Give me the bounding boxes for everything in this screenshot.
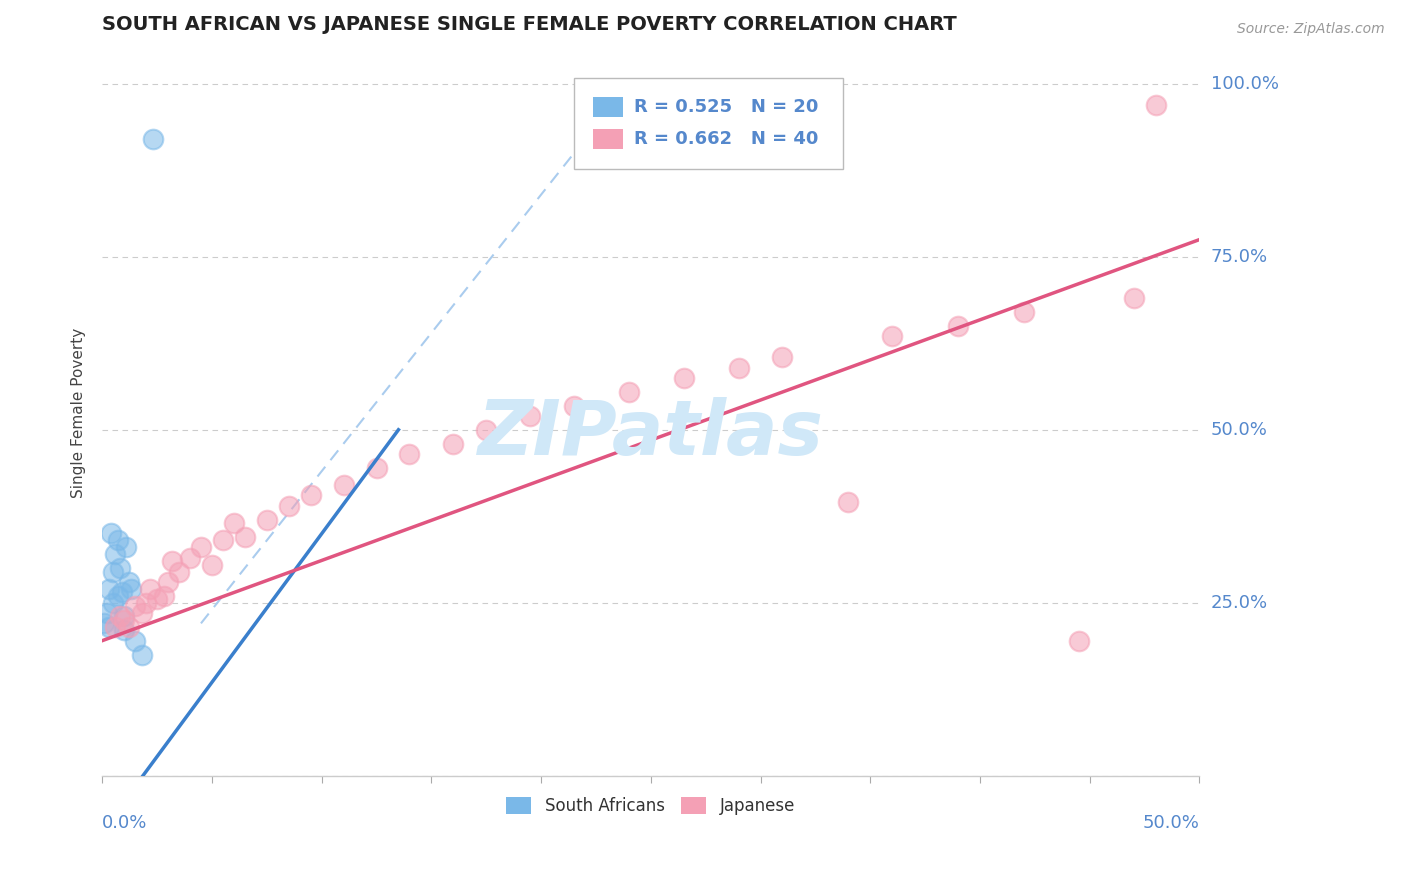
Point xyxy=(112,624,135,638)
Point xyxy=(112,609,135,624)
Point xyxy=(135,596,157,610)
Point xyxy=(366,460,388,475)
Point xyxy=(157,574,180,589)
Point xyxy=(519,409,541,423)
Point xyxy=(142,132,165,146)
Point xyxy=(1122,292,1144,306)
Point xyxy=(104,620,127,634)
Point xyxy=(111,585,134,599)
Point xyxy=(882,329,904,343)
Point xyxy=(162,554,184,568)
Point xyxy=(222,516,245,530)
Point xyxy=(103,596,125,610)
Point xyxy=(299,488,322,502)
Text: 50.0%: 50.0% xyxy=(1211,421,1267,439)
Text: SOUTH AFRICAN VS JAPANESE SINGLE FEMALE POVERTY CORRELATION CHART: SOUTH AFRICAN VS JAPANESE SINGLE FEMALE … xyxy=(103,15,957,34)
Point xyxy=(117,620,139,634)
Text: 75.0%: 75.0% xyxy=(1211,248,1268,266)
FancyBboxPatch shape xyxy=(593,128,623,149)
Point xyxy=(107,533,129,548)
Point xyxy=(104,547,127,561)
Text: R = 0.662   N = 40: R = 0.662 N = 40 xyxy=(634,129,818,148)
Point xyxy=(152,589,174,603)
Point xyxy=(256,513,278,527)
Text: 25.0%: 25.0% xyxy=(1211,594,1268,612)
Point xyxy=(97,620,120,634)
Point xyxy=(100,526,122,541)
Point xyxy=(562,399,585,413)
Point xyxy=(772,350,794,364)
Point xyxy=(179,550,201,565)
Text: Source: ZipAtlas.com: Source: ZipAtlas.com xyxy=(1237,22,1385,37)
Point xyxy=(617,384,640,399)
Point xyxy=(475,423,498,437)
Point xyxy=(837,495,859,509)
Point xyxy=(190,541,212,555)
Text: 0.0%: 0.0% xyxy=(103,814,148,832)
Point xyxy=(1144,97,1167,112)
Point xyxy=(277,499,299,513)
Point xyxy=(212,533,235,548)
Point xyxy=(233,530,256,544)
Point xyxy=(1012,305,1035,319)
Point xyxy=(441,436,464,450)
Point xyxy=(103,565,125,579)
Point xyxy=(727,360,749,375)
Text: 50.0%: 50.0% xyxy=(1143,814,1199,832)
Point xyxy=(96,606,118,620)
Point xyxy=(117,574,139,589)
Point xyxy=(1067,633,1090,648)
Point xyxy=(131,606,153,620)
Text: ZIPatlas: ZIPatlas xyxy=(478,397,824,471)
Point xyxy=(120,582,142,596)
Point xyxy=(131,648,153,662)
Point xyxy=(398,447,420,461)
Point xyxy=(124,599,146,613)
Point xyxy=(115,541,138,555)
Point xyxy=(124,633,146,648)
Point xyxy=(107,589,129,603)
Y-axis label: Single Female Poverty: Single Female Poverty xyxy=(72,327,86,498)
Point xyxy=(112,613,135,627)
Point xyxy=(332,478,354,492)
Point xyxy=(201,558,224,572)
Point xyxy=(97,582,120,596)
Point xyxy=(108,561,131,575)
Point xyxy=(167,565,190,579)
Point xyxy=(108,609,131,624)
Point xyxy=(146,592,169,607)
FancyBboxPatch shape xyxy=(574,78,842,169)
Legend: South Africans, Japanese: South Africans, Japanese xyxy=(499,790,801,822)
Text: R = 0.525   N = 20: R = 0.525 N = 20 xyxy=(634,98,818,116)
Point xyxy=(93,616,115,631)
FancyBboxPatch shape xyxy=(593,96,623,117)
Point xyxy=(672,371,695,385)
Text: 100.0%: 100.0% xyxy=(1211,75,1278,93)
Point xyxy=(139,582,162,596)
Point xyxy=(946,319,969,334)
